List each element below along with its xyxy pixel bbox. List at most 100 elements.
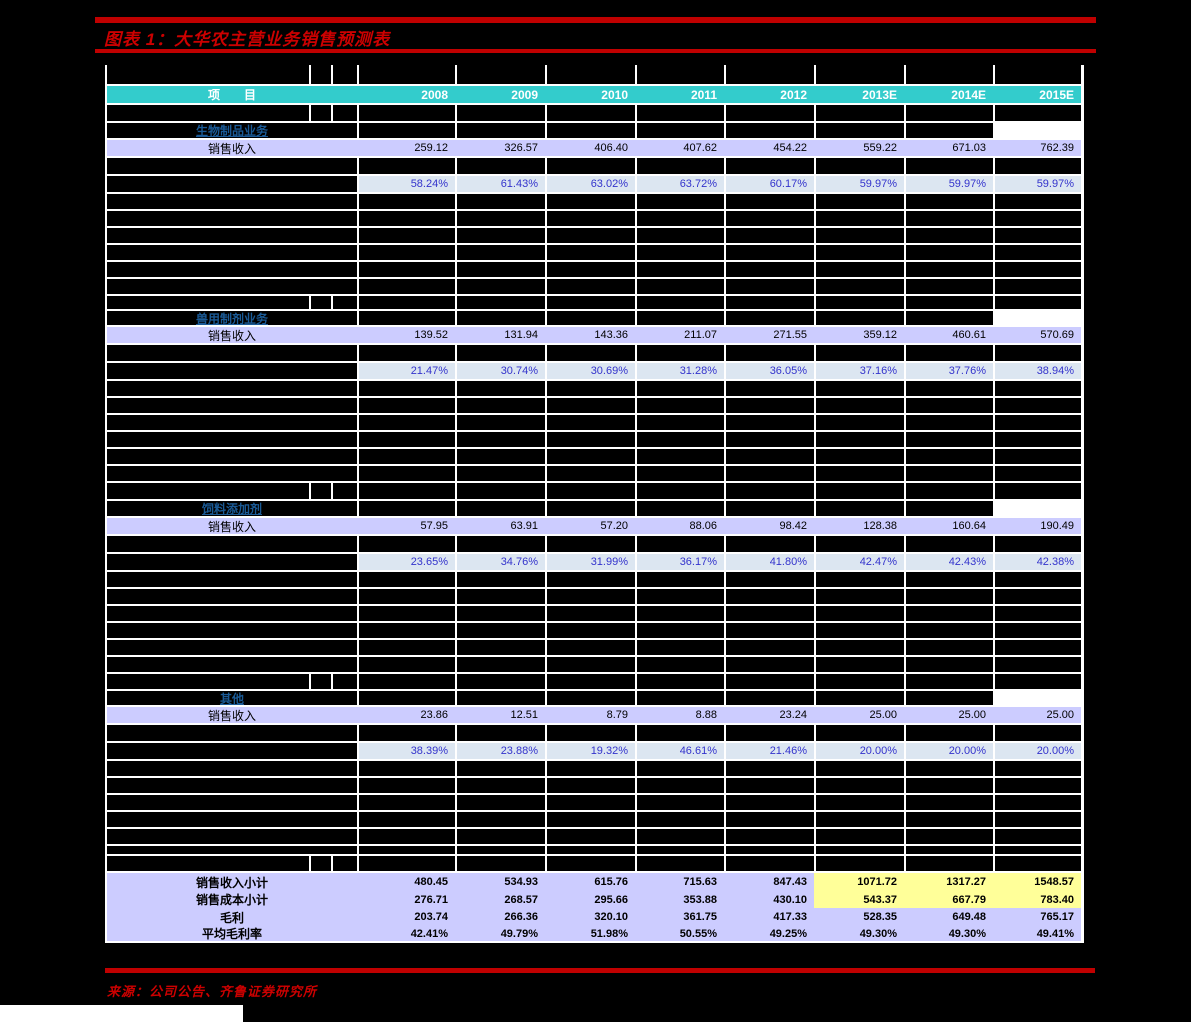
- value-cell: 8.88: [695, 709, 717, 721]
- share-row: 23.65% 34.76% 31.99% 36.17% 41.80% 42.47…: [107, 554, 1081, 572]
- pct-cell: 36.17%: [635, 554, 724, 570]
- summary-value-cell: 49.79%: [500, 927, 538, 940]
- summary-value-cell: 320.10: [594, 911, 628, 923]
- summary-value-cell-highlighted: 667.79: [904, 891, 993, 908]
- summary-label-cell: 销售收入小计: [195, 875, 268, 890]
- value-cell: 271.55: [773, 329, 807, 341]
- summary-value-cell: 353.88: [683, 893, 717, 906]
- pct-cell: 34.76%: [455, 554, 545, 570]
- summary-value-cell: 430.10: [773, 893, 807, 906]
- spacer-row: [107, 296, 1081, 311]
- value-cell: 57.20: [600, 520, 628, 532]
- blackout-row: [107, 105, 1081, 123]
- blackout-row: [107, 589, 1081, 606]
- year-header-cell: 2012: [780, 87, 807, 102]
- share-row: 38.39% 23.88% 19.32% 46.61% 21.46% 20.00…: [107, 743, 1081, 761]
- value-cell: 8.79: [606, 709, 628, 721]
- value-cell: 211.07: [684, 329, 717, 341]
- row-label-cell: 销售收入: [207, 141, 256, 156]
- exhibit-title: 图表 1：大华农主营业务销售预测表: [104, 30, 391, 49]
- blackout-row: [107, 345, 1081, 363]
- value-cell: 406.40: [594, 142, 628, 154]
- summary-value-cell: 847.43: [773, 876, 807, 888]
- pct-cell: 21.47%: [357, 363, 455, 379]
- summary-row: 销售收入小计 480.45 534.93 615.76 715.63 847.4…: [107, 873, 1081, 891]
- value-cell: 762.39: [1040, 142, 1074, 154]
- summary-value-cell: 528.35: [863, 911, 897, 923]
- pct-cell: 61.43%: [455, 176, 545, 192]
- blackout-row: [107, 398, 1081, 415]
- value-cell: 131.94: [504, 329, 538, 341]
- summary-value-cell: 49.25%: [769, 927, 807, 940]
- summary-label-cell: 销售成本小计: [195, 893, 268, 907]
- summary-row: 毛利 203.74 266.36 320.10 361.75 417.33 52…: [107, 908, 1081, 926]
- spacer-row: [107, 483, 1081, 501]
- value-cell: 23.86: [420, 709, 448, 721]
- forecast-table: 项 目 2008 2009 2010 2011 2012 2013E 2014E…: [105, 65, 1084, 943]
- column-header-row: 项 目 2008 2009 2010 2011 2012 2013E 2014E…: [107, 86, 1081, 105]
- blackout-label-cell: [107, 554, 357, 570]
- pct-cell: 38.39%: [357, 743, 455, 759]
- blackout-row: [107, 623, 1081, 640]
- summary-value-cell: 268.57: [504, 893, 538, 906]
- summary-value-cell: 49.30%: [948, 927, 986, 940]
- summary-value-cell-highlighted: 783.40: [993, 891, 1081, 908]
- item-header-cell: 项 目: [207, 88, 256, 102]
- section-header-row: 其他: [107, 691, 1081, 707]
- pct-cell: 19.32%: [545, 743, 635, 759]
- blackout-row: [107, 536, 1081, 554]
- pct-cell: 36.05%: [724, 363, 814, 379]
- value-cell: 570.69: [1040, 329, 1074, 341]
- summary-row: 平均毛利率 42.41% 49.79% 51.98% 50.55% 49.25%…: [107, 926, 1081, 943]
- value-cell: 671.03: [952, 142, 986, 154]
- pct-cell: 31.99%: [545, 554, 635, 570]
- section-title-cell: 生物制品业务: [107, 123, 357, 138]
- value-cell: 12.51: [510, 709, 538, 721]
- summary-value-cell: 203.74: [414, 911, 448, 923]
- summary-label-cell: 平均毛利率: [201, 927, 262, 941]
- blackout-row: [107, 846, 1081, 856]
- blackout-row: [107, 432, 1081, 449]
- summary-value-cell: 266.36: [504, 911, 538, 923]
- value-cell: 98.42: [779, 520, 807, 532]
- blackout-row: [107, 657, 1081, 674]
- section-title-cell: 其他: [107, 691, 357, 706]
- value-cell: 460.61: [952, 329, 986, 341]
- value-cell: 25.00: [869, 709, 897, 721]
- share-row: 21.47% 30.74% 30.69% 31.28% 36.05% 37.16…: [107, 363, 1081, 381]
- pct-cell: 23.65%: [357, 554, 455, 570]
- value-cell: 57.95: [420, 520, 448, 532]
- blackout-row: [107, 795, 1081, 812]
- section-title: 兽用制剂业务: [195, 311, 268, 326]
- summary-label-cell: 毛利: [219, 910, 244, 925]
- year-header-cell: 2015E: [1039, 87, 1074, 102]
- pct-cell: 63.02%: [545, 176, 635, 192]
- year-header-cell: 2013E: [862, 87, 897, 102]
- share-row: 58.24% 61.43% 63.02% 63.72% 60.17% 59.97…: [107, 176, 1081, 194]
- value-cell: 359.12: [863, 329, 897, 341]
- section-header-row: 兽用制剂业务: [107, 311, 1081, 327]
- value-cell: 23.24: [779, 709, 807, 721]
- section-title: 饲料添加剂: [201, 502, 262, 516]
- blackout-row: [107, 245, 1081, 262]
- pct-cell: 20.00%: [993, 743, 1081, 759]
- summary-value-cell: 51.98%: [590, 927, 628, 940]
- spacer-row: [107, 856, 1081, 873]
- revenue-row: 销售收入 23.86 12.51 8.79 8.88 23.24 25.00 2…: [107, 707, 1081, 725]
- revenue-row: 销售收入 139.52 131.94 143.36 211.07 271.55 …: [107, 327, 1081, 345]
- pct-cell: 23.88%: [455, 743, 545, 759]
- value-cell: 454.22: [773, 142, 807, 154]
- value-cell: 128.38: [863, 520, 897, 532]
- pct-cell: 42.43%: [904, 554, 993, 570]
- summary-value-cell-highlighted: 1548.57: [993, 873, 1081, 891]
- blank-cell: [993, 123, 1081, 138]
- blackout-row: [107, 262, 1081, 279]
- blackout-row: [107, 466, 1081, 483]
- section-title: 生物制品业务: [195, 124, 268, 138]
- value-cell: 63.91: [510, 520, 538, 532]
- summary-value-cell: 49.41%: [1036, 927, 1074, 940]
- value-cell: 407.62: [683, 142, 717, 154]
- summary-value-cell-highlighted: 543.37: [814, 891, 904, 908]
- pct-cell: 59.97%: [993, 176, 1081, 192]
- pct-cell: 20.00%: [904, 743, 993, 759]
